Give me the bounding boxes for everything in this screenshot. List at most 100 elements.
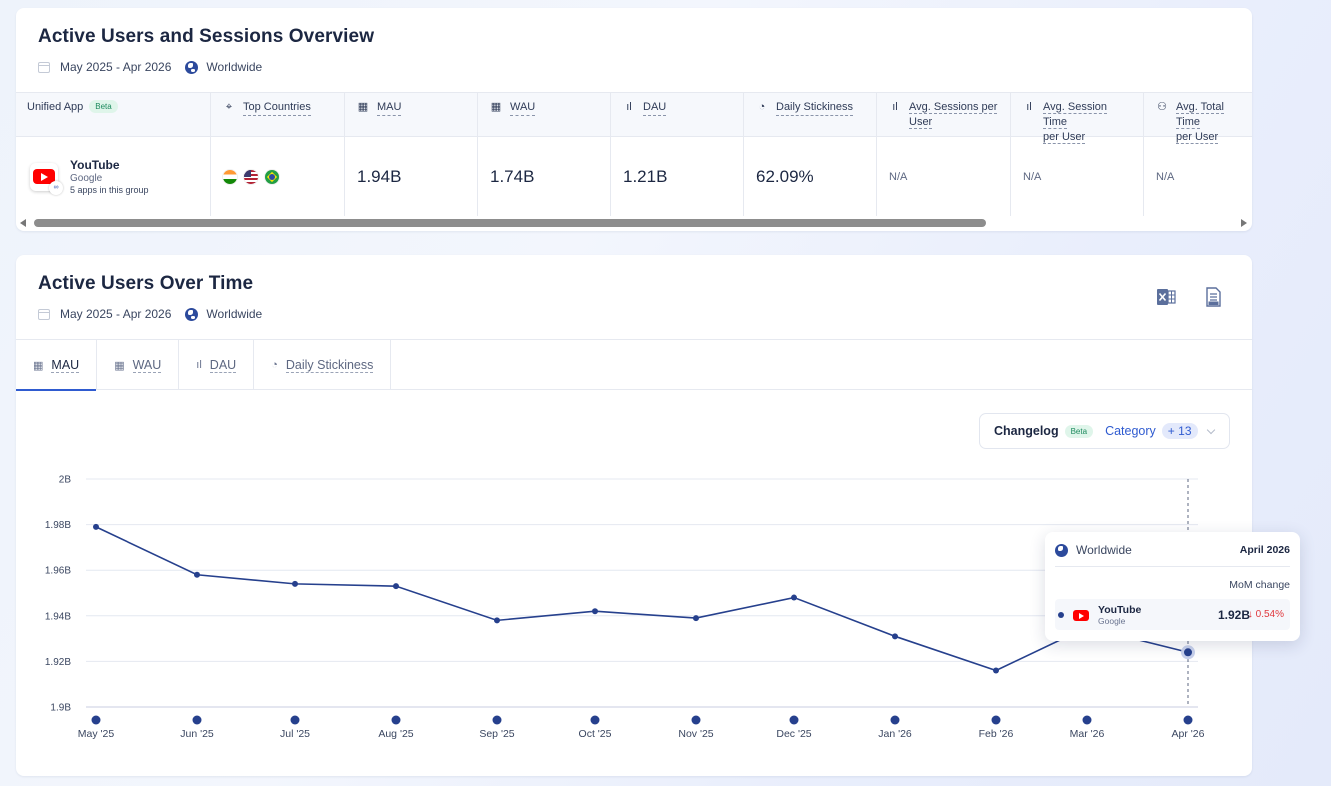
tooltip-mom-header: MoM change <box>1229 579 1290 591</box>
y-tick-label: 2B <box>59 475 72 486</box>
x-tick-label: Jul '25 <box>280 728 310 740</box>
tab-mau[interactable]: ▦ MAU <box>16 340 98 391</box>
scroll-left-icon[interactable] <box>20 219 26 227</box>
tab-wau[interactable]: ▦ WAU <box>97 340 180 390</box>
mau-value: 1.94B <box>345 137 478 216</box>
x-axis-event-dot <box>1082 715 1092 725</box>
magnet-icon: ◔ <box>271 359 278 371</box>
scrollbar-thumb[interactable] <box>34 219 986 227</box>
location-pin-icon: ⌖ <box>225 101 233 113</box>
x-axis-event-dot <box>492 715 502 725</box>
changelog-label: Changelog <box>994 424 1059 438</box>
over-time-date-range[interactable]: May 2025 - Apr 2026 <box>60 307 172 321</box>
tooltip-app: YouTube <box>1098 603 1142 616</box>
y-tick-label: 1.98B <box>45 520 71 531</box>
y-tick-label: 1.96B <box>45 566 71 577</box>
over-time-meta: May 2025 - Apr 2026 Worldwide <box>38 307 262 321</box>
chart-tooltip: Worldwide April 2026 MoM change YouTube … <box>1045 532 1300 641</box>
sessions-icon: ıl <box>892 101 898 113</box>
flag-usa-icon <box>244 169 258 184</box>
app-name[interactable]: YouTube <box>70 158 120 172</box>
calendar-icon <box>38 308 50 320</box>
x-axis-event-dot <box>991 715 1001 725</box>
x-tick-label: Apr '26 <box>1172 728 1205 740</box>
avg-sessions-value: N/A <box>877 137 1011 216</box>
csv-export-icon[interactable] <box>1202 286 1224 308</box>
mau-line-chart: 1.9B 1.92B 1.94B 1.96B 1.98B 2B May '25 Jun '25… <box>45 475 1205 741</box>
overview-title: Active Users and Sessions Overview <box>38 26 375 47</box>
tooltip-publisher: Google <box>1098 615 1126 626</box>
tooltip-change: ↓ 0.54% <box>1247 609 1284 620</box>
youtube-logo <box>1072 606 1090 624</box>
calendar-icon: ▦ <box>357 101 369 113</box>
over-time-title: Active Users Over Time <box>38 273 254 294</box>
group-icon: ∞ <box>49 180 63 195</box>
x-tick-label: Dec '25 <box>776 728 811 740</box>
x-tick-label: May '25 <box>78 728 115 740</box>
globe-icon <box>185 60 199 74</box>
table-row: ∞ YouTube Google 5 apps in this group 1.… <box>16 137 1252 216</box>
y-tick-label: 1.92B <box>45 657 71 668</box>
x-tick-label: Jun '25 <box>180 728 214 740</box>
x-axis-event-dot <box>192 715 202 725</box>
tooltip-row: YouTube Google 1.92B ↓ 0.54% <box>1055 599 1290 630</box>
x-axis-event-dot <box>590 715 600 725</box>
data-point <box>292 580 298 587</box>
top-countries-cell <box>211 137 345 216</box>
y-tick-label: 1.9B <box>50 703 71 714</box>
x-tick-label: Jan '26 <box>878 728 912 740</box>
col-daily-stickiness[interactable]: ◔ Daily Stickiness <box>744 93 877 136</box>
overview-date-range[interactable]: May 2025 - Apr 2026 <box>60 60 172 74</box>
x-axis-event-dot <box>91 715 101 725</box>
data-point <box>592 608 598 615</box>
youtube-logo: ∞ <box>30 162 63 195</box>
x-axis-event-dot <box>290 715 300 725</box>
col-mau[interactable]: ▦ MAU <box>345 93 478 136</box>
calendar-week-icon: ▦ <box>490 101 502 113</box>
data-point <box>693 615 699 622</box>
x-tick-label: Aug '25 <box>378 728 413 740</box>
series-line-youtube <box>95 526 1189 672</box>
x-tick-label: Mar '26 <box>1070 728 1105 740</box>
changelog-filter[interactable]: Changelog Beta Category + 13 <box>979 413 1230 449</box>
magnet-icon: ◔ <box>758 101 766 113</box>
globe-icon <box>1055 543 1068 557</box>
col-avg-sessions[interactable]: ıl Avg. Sessions per User <box>877 93 1011 136</box>
data-point <box>93 523 99 530</box>
x-axis-event-dot <box>1183 715 1193 725</box>
bar-small-icon: ıl <box>626 101 632 113</box>
col-avg-session-time[interactable]: ıl Avg. Session Time per User <box>1011 93 1144 144</box>
tooltip-date: April 2026 <box>1239 544 1290 556</box>
overview-region[interactable]: Worldwide <box>206 60 263 74</box>
tab-daily-stickiness[interactable]: ◔ Daily Stickiness <box>254 340 392 390</box>
scroll-right-icon[interactable] <box>1241 219 1247 227</box>
col-wau[interactable]: ▦ WAU <box>478 93 611 136</box>
excel-export-icon[interactable] <box>1155 286 1177 308</box>
data-point <box>393 583 399 590</box>
metric-tabs: ▦ MAU ▦ WAU ıl DAU ◔ Daily Stickiness <box>16 339 1252 391</box>
stickiness-value: 62.09% <box>744 137 877 216</box>
table-header: Unified App Beta ⌖ Top Countries ▦ MAU ▦ WAU… <box>16 92 1252 144</box>
x-axis-event-dot <box>890 715 900 725</box>
category-count-badge: + 13 <box>1161 423 1198 439</box>
data-point <box>1184 648 1192 657</box>
calendar-icon: ▦ <box>33 359 44 372</box>
calendar-icon <box>38 61 50 73</box>
over-time-region[interactable]: Worldwide <box>206 307 263 321</box>
col-dau[interactable]: ıl DAU <box>611 93 744 136</box>
x-tick-label: Nov '25 <box>678 728 713 740</box>
horizontal-scrollbar[interactable] <box>16 216 1252 230</box>
col-top-countries[interactable]: ⌖ Top Countries <box>211 93 345 136</box>
col-avg-total-time[interactable]: ⚇ Avg. Total Time per User <box>1157 101 1224 144</box>
globe-icon <box>185 307 199 321</box>
flag-brazil-icon <box>265 169 279 184</box>
youtube-play-icon <box>33 169 55 184</box>
x-axis-event-dot <box>391 715 401 725</box>
app-cell[interactable]: ∞ YouTube Google 5 apps in this group <box>16 137 211 216</box>
category-label: Category <box>1105 424 1156 438</box>
total-time-icon: ⚇ <box>1157 101 1167 113</box>
app-publisher: Google <box>70 173 103 184</box>
x-axis-event-dot <box>691 715 701 725</box>
tooltip-region: Worldwide <box>1076 543 1132 557</box>
tab-dau[interactable]: ıl DAU <box>179 340 255 390</box>
